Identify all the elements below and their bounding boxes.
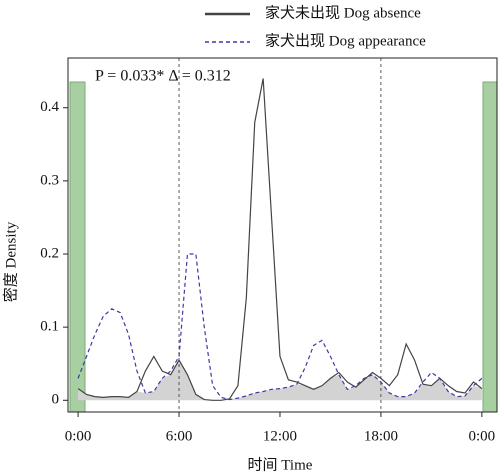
legend-label: 家犬出现 Dog appearance [265, 32, 426, 49]
y-tick-label: 0 [52, 392, 60, 408]
legend-label: 家犬未出现 Dog absence [265, 4, 421, 21]
y-tick-label: 0.4 [40, 99, 59, 115]
x-tick-label: 0:00 [65, 428, 92, 444]
plot-frame [67, 57, 498, 413]
plot-area [77, 58, 483, 412]
x-tick-label: 0:00 [469, 428, 496, 444]
dark-band [482, 81, 498, 413]
dark-band [69, 81, 86, 413]
density-line [77, 253, 483, 401]
legend: 家犬未出现 Dog absence 家犬出现 Dog appearance [205, 4, 426, 49]
annotation: P = 0.033* Δ = 0.312 [95, 68, 231, 85]
x-tick-label: 18:00 [364, 428, 398, 444]
x-axis-label: 时间 Time [248, 456, 313, 473]
y-tick-label: 0.1 [40, 319, 59, 335]
y-axis-label: 密度 Density [2, 221, 19, 302]
x-tick-label: 6:00 [166, 428, 193, 444]
y-tick-label: 0.2 [40, 245, 59, 261]
density-line [77, 78, 483, 401]
y-tick-label: 0.3 [40, 172, 59, 188]
x-tick-label: 12:00 [263, 428, 297, 444]
